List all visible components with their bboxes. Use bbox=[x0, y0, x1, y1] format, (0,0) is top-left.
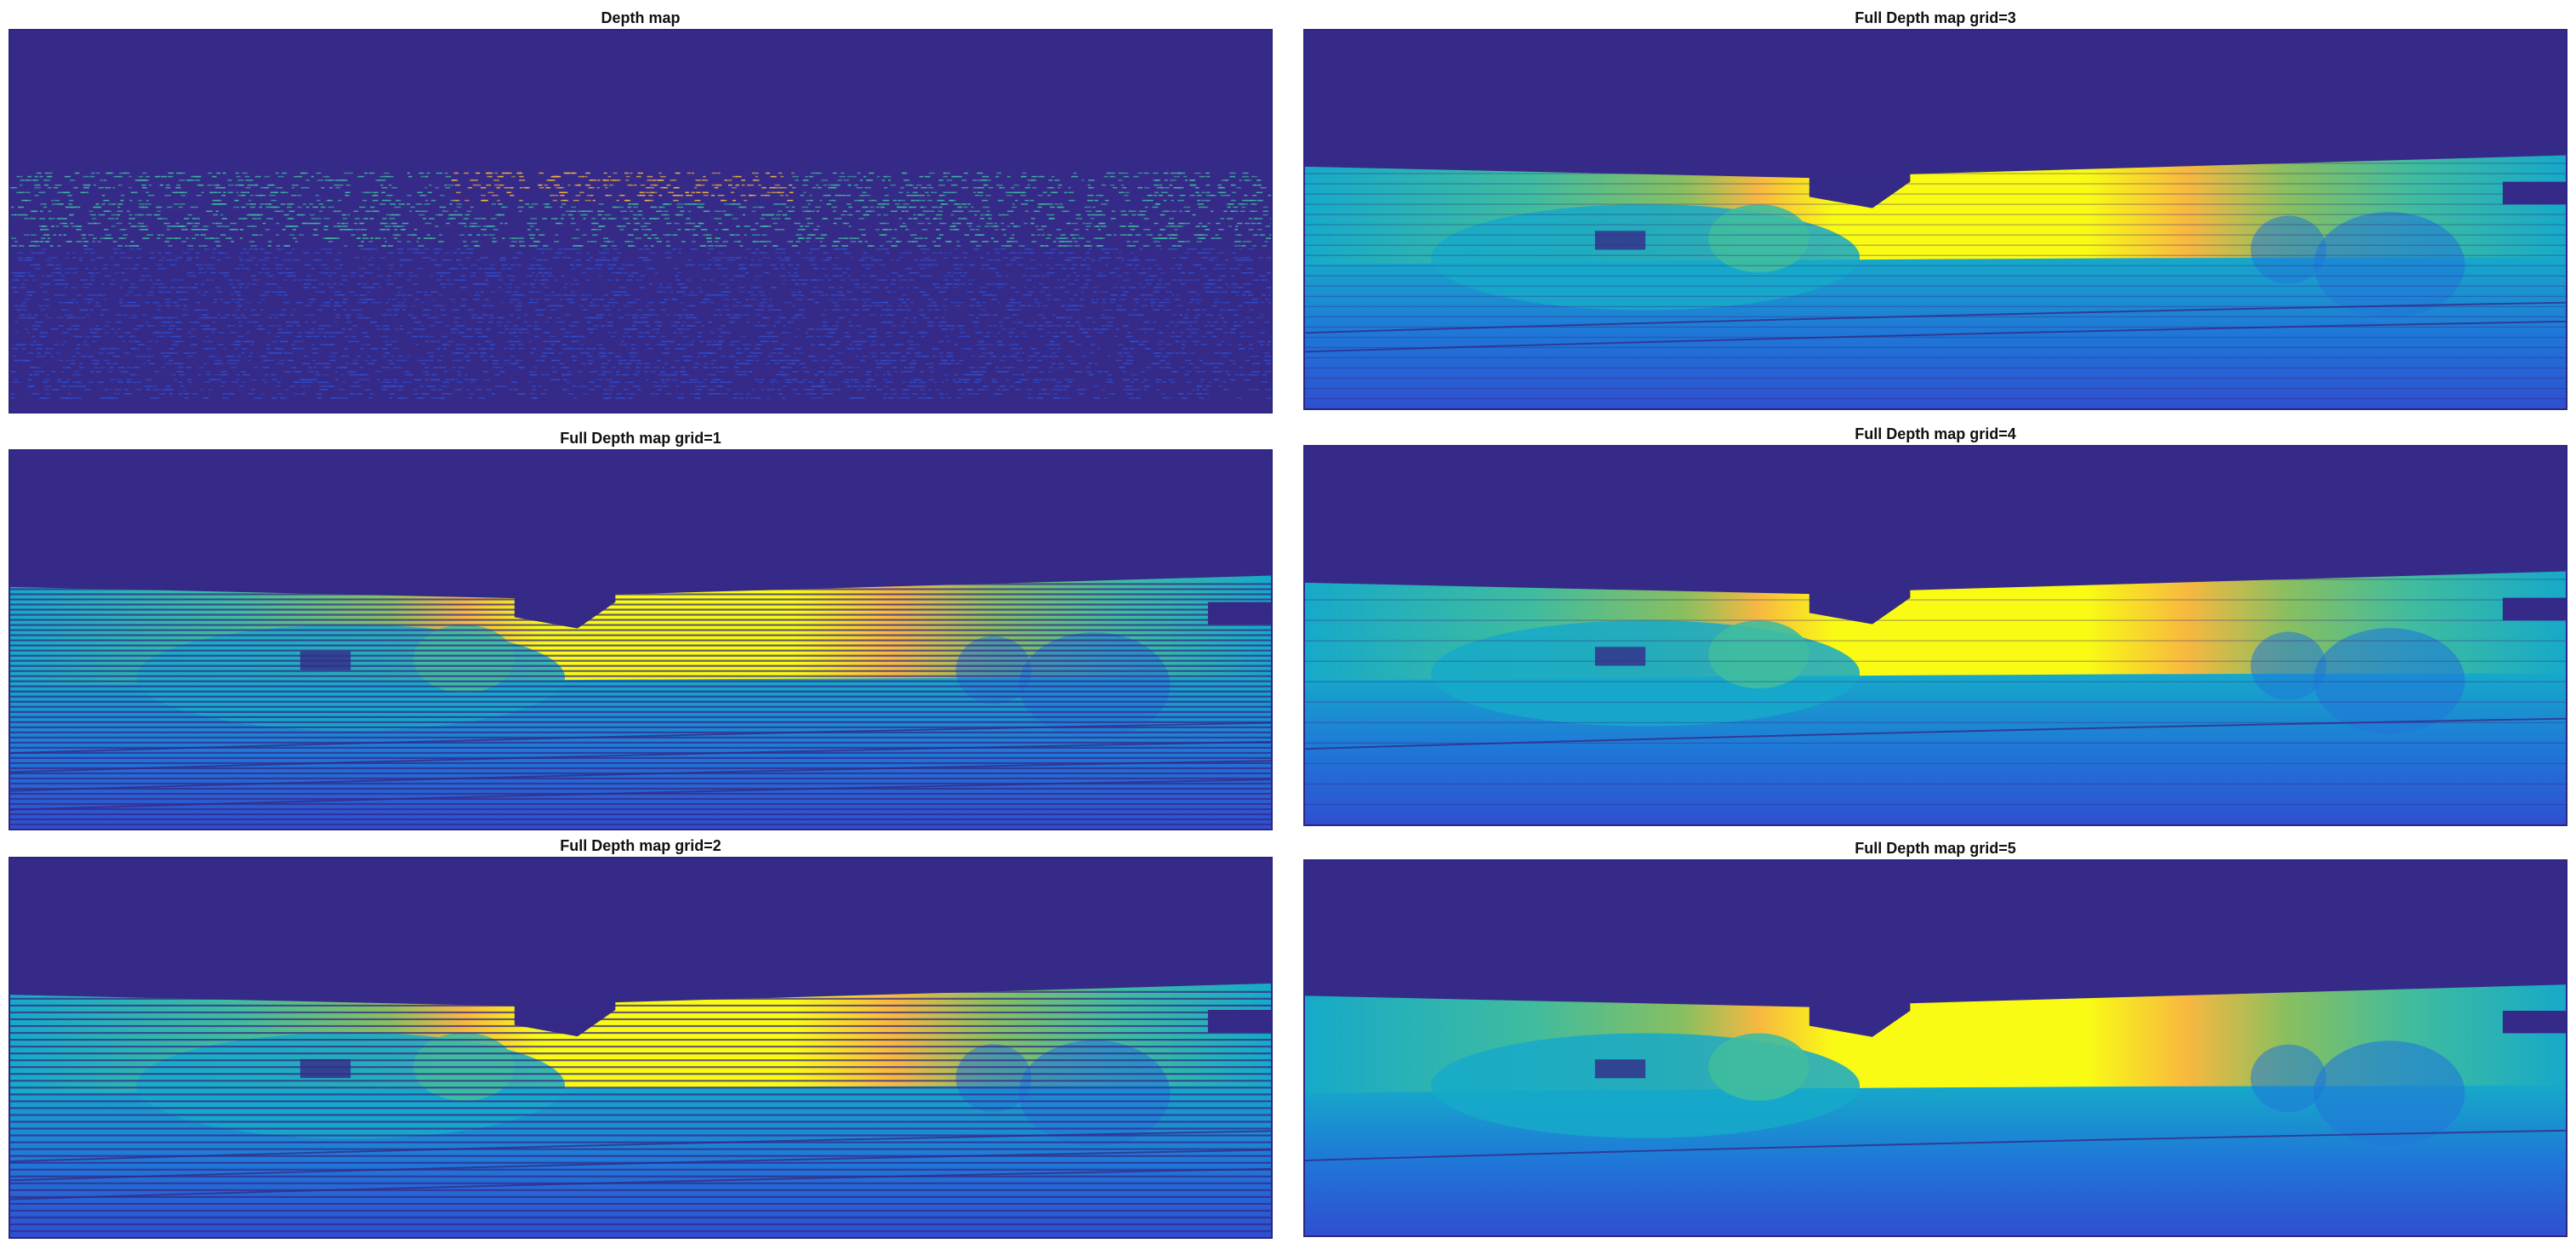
depth-map-canvas bbox=[10, 31, 1271, 412]
grid-2-canvas bbox=[10, 858, 1271, 1237]
panel-title: Full Depth map grid=5 bbox=[1303, 837, 2567, 859]
grid-1-canvas bbox=[10, 451, 1271, 829]
panel-title: Depth map bbox=[9, 7, 1273, 29]
grid-4-depth-image bbox=[1303, 445, 2567, 826]
grid-5-depth-image bbox=[1303, 859, 2567, 1237]
grid-1-depth-image bbox=[9, 449, 1273, 830]
panel-grid-3: Full Depth map grid=3 bbox=[1303, 7, 2567, 410]
grid-2-depth-image bbox=[9, 857, 1273, 1239]
panel-title: Full Depth map grid=2 bbox=[9, 835, 1273, 857]
panel-title: Full Depth map grid=3 bbox=[1303, 7, 2567, 29]
panel-grid-2: Full Depth map grid=2 bbox=[9, 835, 1273, 1239]
panel-grid-1: Full Depth map grid=1 bbox=[9, 427, 1273, 830]
panel-depth-map: Depth map bbox=[9, 7, 1273, 413]
grid-5-canvas bbox=[1305, 861, 2566, 1235]
grid-3-depth-image bbox=[1303, 29, 2567, 410]
panel-title: Full Depth map grid=4 bbox=[1303, 423, 2567, 445]
sky-region bbox=[10, 31, 1271, 412]
panel-grid-4: Full Depth map grid=4 bbox=[1303, 423, 2567, 826]
panel-grid-5: Full Depth map grid=5 bbox=[1303, 837, 2567, 1237]
grid-4-canvas bbox=[1305, 447, 2566, 824]
grid-3-canvas bbox=[1305, 31, 2566, 408]
depth-map-image bbox=[9, 29, 1273, 413]
panel-title: Full Depth map grid=1 bbox=[9, 427, 1273, 449]
